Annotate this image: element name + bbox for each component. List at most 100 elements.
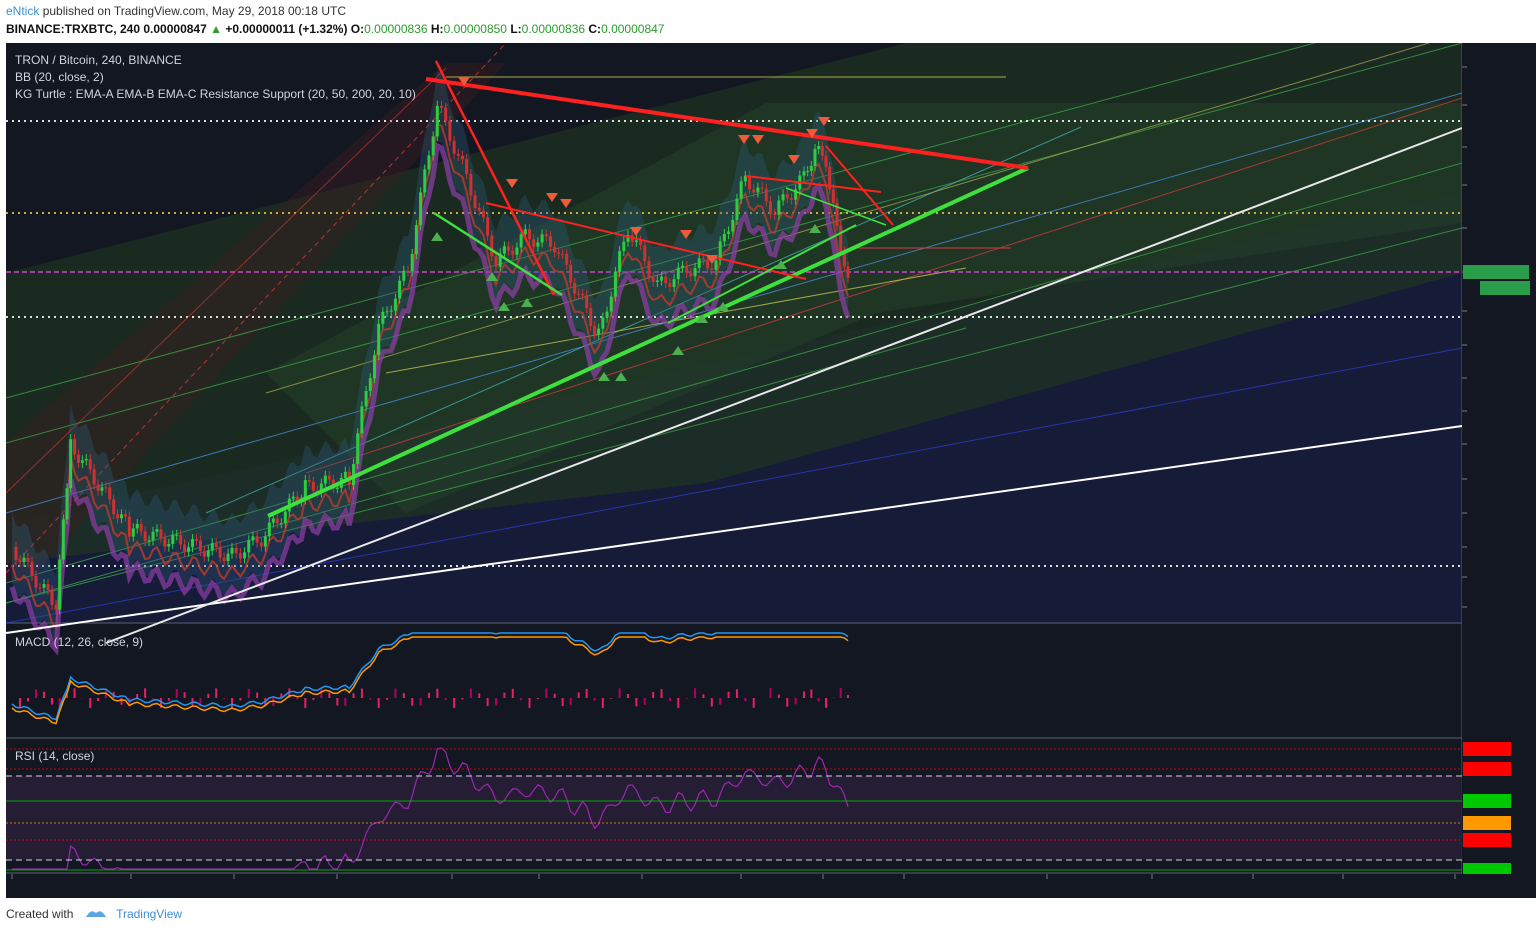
candle-body (469, 174, 473, 196)
candle-body (777, 200, 781, 215)
candle-body (116, 514, 120, 519)
candle-body (143, 531, 147, 542)
trend-drawings (6, 60, 1463, 644)
candle-body (431, 136, 435, 156)
sell-arrow-icon (788, 155, 800, 164)
candle-body (756, 187, 760, 193)
sell-arrow-icon (560, 199, 572, 208)
countdown-box (1480, 281, 1530, 295)
tradingview-brand-link[interactable]: TradingView (116, 907, 183, 921)
candle-body (123, 514, 127, 517)
candle-body (481, 210, 485, 218)
candle-body (364, 391, 368, 407)
candle-body (147, 540, 151, 542)
candle-body (120, 514, 124, 519)
time-axis[interactable] (6, 874, 1536, 898)
candle-body (680, 265, 684, 268)
candle-body (456, 153, 460, 156)
candle-body (548, 236, 552, 247)
candle-body (839, 225, 843, 252)
chart-svg[interactable]: TRON / Bitcoin, 240, BINANCE BB (20, clo… (6, 43, 1536, 898)
candle-body (465, 159, 469, 175)
buy-arrow-icon (775, 260, 787, 269)
c-label: C: (588, 22, 602, 36)
candle-body (42, 584, 46, 588)
candle-body (61, 519, 65, 560)
candle-body (135, 523, 139, 529)
tradingview-logo-icon (85, 907, 107, 922)
candle-body (817, 146, 821, 150)
chart-container[interactable]: TRON / Bitcoin, 240, BINANCE BB (20, clo… (6, 43, 1536, 898)
candle-body (706, 259, 710, 269)
candle-body (163, 537, 167, 547)
candle-body (828, 166, 832, 190)
candle-body (540, 234, 544, 243)
candle-body (76, 454, 80, 463)
time-axis-bg (6, 874, 1536, 898)
candle-body (108, 487, 112, 500)
candle-body (626, 235, 630, 242)
rsi-level-box (1463, 794, 1511, 808)
candle-body (490, 235, 494, 257)
candle-body (660, 276, 664, 281)
candle-body (727, 231, 731, 234)
candle-body (360, 406, 364, 434)
candle-body (243, 552, 247, 559)
candle-body (275, 518, 279, 524)
candle-body (789, 198, 793, 200)
sell-arrow-icon (806, 129, 818, 138)
candle-body (295, 496, 299, 502)
candle-body (664, 276, 668, 284)
candle-body (238, 553, 242, 559)
candle-body (813, 149, 817, 166)
candle-body (685, 265, 689, 273)
candle-body (50, 589, 54, 605)
candle-body (46, 584, 50, 590)
candle-body (54, 604, 58, 610)
h-value: 0.00000850 (443, 22, 507, 36)
candle-body (710, 268, 714, 270)
candle-body (26, 557, 30, 562)
candle-body (38, 587, 42, 589)
created-with-label: Created with (6, 907, 74, 921)
candle-body (452, 140, 456, 154)
price-axis[interactable] (6, 43, 1536, 898)
candle-body (589, 308, 593, 326)
candle-body (323, 475, 327, 484)
candle-body (187, 547, 191, 552)
candle-body (515, 247, 519, 255)
candle-body (263, 536, 267, 547)
candle-body (634, 240, 638, 242)
candle-body (194, 539, 198, 541)
channel-line (6, 327, 967, 604)
candle-body (151, 531, 155, 541)
candle-body (435, 105, 439, 137)
candle-body (444, 107, 448, 121)
candle-body (34, 575, 38, 588)
candle-body (406, 270, 410, 272)
candle-body (271, 518, 275, 523)
candle-body (230, 547, 234, 554)
candle-body (167, 543, 171, 547)
author-link[interactable]: eNtick (6, 4, 40, 18)
candle-body (381, 311, 385, 324)
candle-body (743, 175, 747, 182)
candle-body (414, 225, 418, 254)
candle-body (251, 536, 255, 541)
candle-body (651, 277, 655, 282)
candle-body (291, 496, 295, 499)
candle-body (423, 169, 427, 193)
candle-body (473, 195, 477, 208)
sell-arrow-icon (546, 193, 558, 202)
candle-body (565, 253, 569, 265)
candle-body (352, 464, 356, 486)
trend-line (425, 77, 1029, 170)
candle-body (385, 311, 389, 313)
candle-body (198, 540, 202, 552)
candle-body (112, 499, 116, 515)
candle-body (30, 561, 34, 576)
candle-body (393, 298, 397, 311)
candle-body (752, 189, 756, 193)
candle-body (402, 270, 406, 281)
candle-body (73, 439, 77, 455)
